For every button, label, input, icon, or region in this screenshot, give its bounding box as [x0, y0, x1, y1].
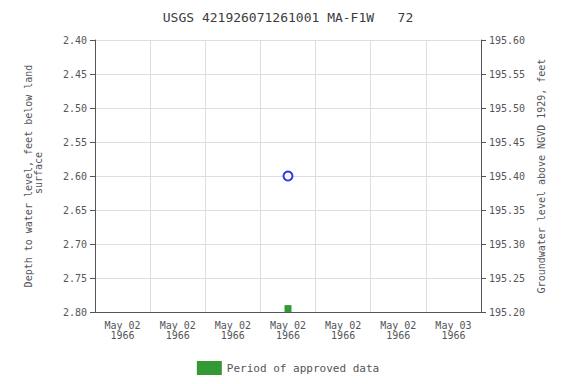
- svg-text:2.80: 2.80: [63, 307, 87, 318]
- svg-text:2.75: 2.75: [63, 273, 87, 284]
- svg-text:1966: 1966: [441, 330, 465, 341]
- svg-text:195.45: 195.45: [489, 137, 525, 148]
- svg-text:2.55: 2.55: [63, 137, 87, 148]
- svg-text:195.30: 195.30: [489, 239, 525, 250]
- svg-text:USGS 421926071261001 MA-F1W: USGS 421926071261001 MA-F1W 72: [163, 10, 413, 25]
- svg-text:May 02: May 02: [214, 319, 251, 331]
- svg-text:195.55: 195.55: [489, 69, 525, 80]
- svg-text:195.35: 195.35: [489, 205, 525, 216]
- svg-text:May 02: May 02: [325, 319, 362, 331]
- svg-text:1966: 1966: [166, 330, 190, 341]
- svg-text:Groundwater level above NGVD 1: Groundwater level above NGVD 1929, feet: [536, 59, 547, 294]
- svg-text:May 02: May 02: [269, 319, 307, 331]
- svg-text:1966: 1966: [111, 330, 135, 341]
- svg-text:2.50: 2.50: [63, 103, 87, 114]
- svg-text:1966: 1966: [221, 330, 245, 341]
- svg-text:2.60: 2.60: [63, 171, 87, 182]
- svg-text:2.40: 2.40: [63, 35, 87, 46]
- svg-text:1966: 1966: [386, 330, 410, 341]
- svg-text:1966: 1966: [276, 330, 300, 341]
- svg-text:1966: 1966: [331, 330, 355, 341]
- svg-text:May 02: May 02: [104, 319, 141, 331]
- svg-text:195.50: 195.50: [489, 103, 525, 114]
- svg-text:May 03: May 03: [435, 319, 472, 331]
- svg-text:May 02: May 02: [380, 319, 417, 331]
- svg-text:195.40: 195.40: [489, 171, 525, 182]
- svg-text:Period of approved data: Period of approved data: [227, 362, 379, 375]
- svg-text:195.20: 195.20: [489, 307, 525, 318]
- svg-text:195.25: 195.25: [489, 273, 525, 284]
- svg-text:2.45: 2.45: [63, 69, 87, 80]
- svg-text:May 02: May 02: [159, 319, 196, 331]
- svg-text:2.70: 2.70: [63, 239, 87, 250]
- svg-text:195.60: 195.60: [489, 35, 525, 46]
- svg-text:2.65: 2.65: [63, 205, 87, 216]
- svg-text:surface: surface: [33, 152, 44, 200]
- svg-text:Depth to water level, feet bel: Depth to water level, feet below land: [22, 64, 34, 288]
